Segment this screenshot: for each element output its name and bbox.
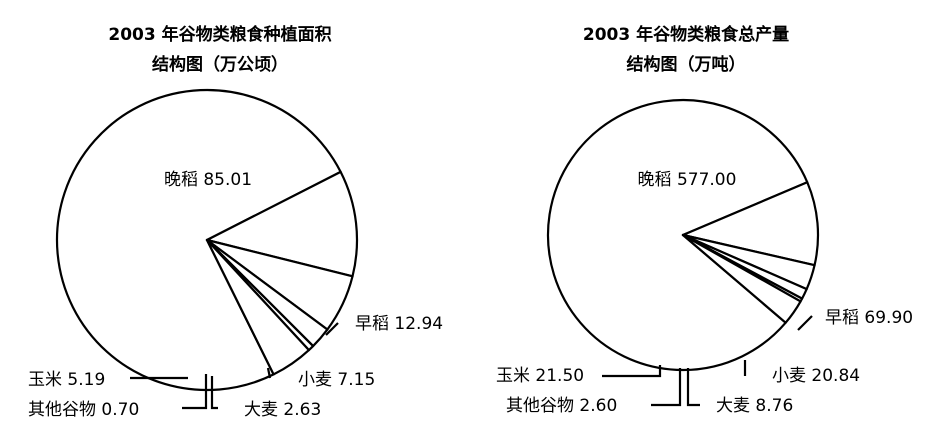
slice-label-4: 其他谷物 0.70: [28, 400, 139, 420]
pie-chart-area: 2003 年谷物类粮食种植面积 结构图（万公顷） 晚稻 85.01 早稻 12.9…: [28, 24, 443, 420]
slice-labels: 晚稻 577.00 早稻 69.90 小麦 20.84 大麦 8.76 其他谷物 2.6…: [496, 170, 913, 416]
pie-slice-5: [681, 233, 802, 324]
pie-slice-0: [55, 88, 342, 392]
slice-label-2: 小麦 7.15: [298, 370, 375, 390]
pie-slices: [546, 98, 820, 372]
slice-label-5: 玉米 21.50: [496, 366, 584, 386]
leader-line-1: [325, 322, 339, 336]
slice-label-3: 大麦 2.63: [244, 400, 321, 420]
leader-lines: [602, 315, 813, 407]
slice-label-0: 晚稻 85.01: [164, 170, 252, 190]
chart-title-line-2: 结构图（万公顷）: [152, 54, 288, 75]
slice-label-4: 其他谷物 2.60: [506, 396, 617, 416]
pie-slice-1: [681, 181, 820, 267]
leader-line-3: [686, 368, 700, 407]
leader-line-4: [182, 374, 208, 410]
chart-title-line-1: 2003 年谷物类粮食总产量: [583, 24, 789, 45]
leader-lines: [130, 322, 339, 410]
leader-line-3: [210, 376, 218, 410]
pie-slice-0: [546, 98, 809, 372]
leader-line-1: [797, 315, 813, 331]
pie-chart-production: 2003 年谷物类粮食总产量 结构图（万吨） 晚稻 577.00 早稻 69.90…: [496, 24, 913, 416]
chart-title-line-1: 2003 年谷物类粮食种植面积: [108, 24, 331, 45]
slice-label-1: 早稻 12.94: [355, 314, 443, 334]
pie-slices: [55, 88, 359, 392]
leader-line-4: [651, 368, 682, 407]
pie-slice-5: [205, 238, 311, 376]
slice-label-0: 晚稻 577.00: [638, 170, 737, 190]
slice-label-2: 小麦 20.84: [772, 366, 860, 386]
pie-slice-1: [205, 170, 359, 278]
chart-title-line-2: 结构图（万吨）: [627, 54, 746, 75]
slice-label-3: 大麦 8.76: [716, 396, 793, 416]
leader-line-5: [602, 365, 662, 378]
slice-labels: 晚稻 85.01 早稻 12.94 小麦 7.15 大麦 2.63 其他谷物 0.70 玉…: [28, 170, 443, 420]
slice-label-5: 玉米 5.19: [28, 370, 105, 390]
leader-line-2: [266, 367, 272, 379]
slice-label-1: 早稻 69.90: [825, 308, 913, 328]
